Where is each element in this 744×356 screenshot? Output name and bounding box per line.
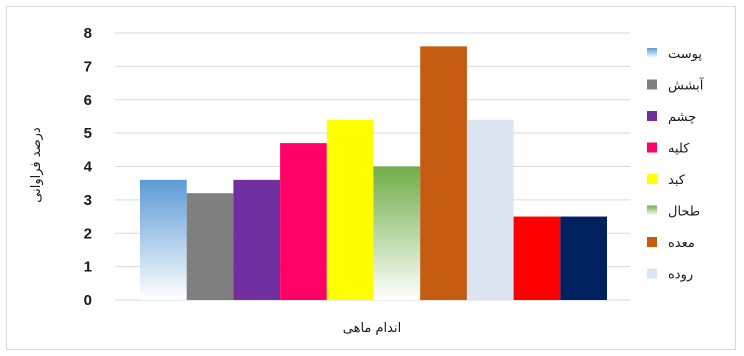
bar-طحال — [373, 166, 421, 300]
legend-label: طحال — [668, 205, 700, 220]
legend-swatch — [647, 237, 657, 247]
legend-label: معده — [668, 236, 695, 251]
legend-item: آبشش — [647, 77, 705, 94]
legend-swatch — [647, 111, 657, 121]
legend-swatch — [647, 142, 657, 153]
y-tick-label: 2 — [84, 225, 92, 242]
legend-swatch — [647, 79, 657, 90]
bar-روده — [466, 119, 514, 301]
y-tick-label: 6 — [84, 92, 92, 109]
bar-آبشش — [186, 193, 234, 300]
bar-کلیه — [280, 143, 327, 300]
legend-item: پوست — [647, 47, 702, 62]
y-tick-label: 0 — [84, 292, 92, 309]
legend-item: روده — [647, 268, 693, 283]
bars — [140, 46, 607, 301]
legend-item: چشم — [647, 110, 696, 125]
y-tick-label: 8 — [84, 25, 92, 42]
bar-پوست — [140, 179, 187, 300]
y-tick-labels: 0 1 2 3 4 5 6 7 8 — [84, 25, 93, 309]
legend: پوست آبشش چشم کلیه کبد طحال معده روده — [647, 47, 705, 283]
legend-item: کلیه — [647, 142, 690, 157]
bar-معده — [420, 46, 467, 300]
y-tick-label: 7 — [84, 58, 92, 75]
legend-label: کبد — [668, 173, 686, 188]
legend-item: کبد — [647, 173, 686, 188]
legend-item: طحال — [647, 205, 700, 220]
legend-label: روده — [668, 268, 693, 283]
y-axis-title: درصد فراوانی — [29, 127, 44, 203]
y-tick-label: 5 — [84, 125, 92, 142]
legend-swatch — [647, 48, 657, 58]
legend-label: چشم — [668, 110, 696, 125]
bar-series-9 — [513, 216, 561, 300]
legend-label: کلیه — [668, 142, 690, 157]
x-axis-title: اندام ماهی — [343, 321, 401, 336]
legend-swatch — [647, 268, 657, 279]
legend-swatch — [647, 205, 657, 216]
legend-item: معده — [647, 236, 695, 251]
y-tick-label: 4 — [84, 159, 93, 176]
bar-چشم — [233, 179, 281, 300]
bar-کبد — [326, 119, 374, 301]
legend-label: پوست — [668, 47, 702, 62]
legend-swatch — [647, 174, 657, 184]
y-tick-label: 3 — [84, 192, 92, 209]
legend-label: آبشش — [668, 77, 705, 94]
y-tick-label: 1 — [84, 259, 92, 276]
bar-series-10 — [560, 216, 607, 300]
